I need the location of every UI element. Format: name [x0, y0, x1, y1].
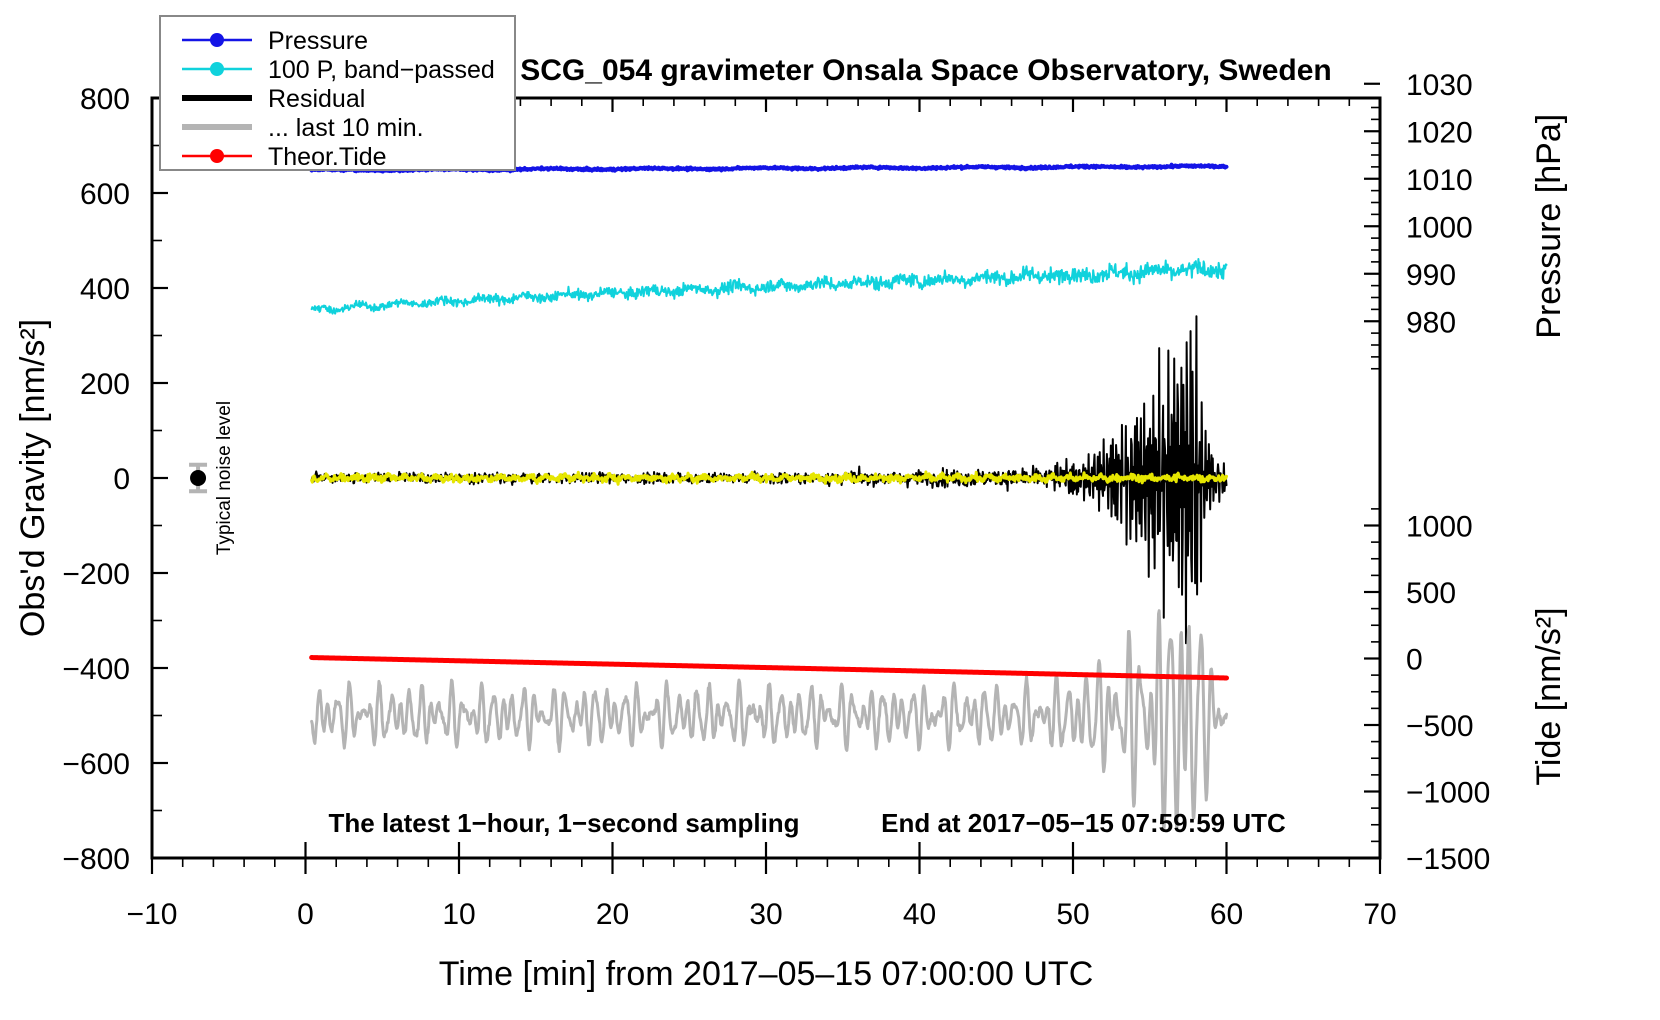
legend-item[interactable]: Pressure	[182, 27, 368, 55]
x-tick-label: 60	[1210, 898, 1243, 931]
x-tick-label: 0	[297, 898, 314, 931]
pressure-tick-label: 1030	[1406, 69, 1473, 102]
legend-swatch-marker	[210, 149, 224, 163]
tide-tick-label: −1500	[1406, 843, 1490, 876]
pressure-tick-label: 1010	[1406, 164, 1473, 197]
x-tick-label: 20	[596, 898, 629, 931]
tide-tick-label: −500	[1406, 710, 1474, 743]
noise-level-note: Typical noise level	[214, 401, 235, 555]
y-tick-label: 600	[80, 178, 130, 211]
series-theor-tide	[309, 655, 1229, 681]
legend-item[interactable]: 100 P, band−passed	[182, 56, 495, 84]
pressure-tick-label: 1020	[1406, 116, 1473, 149]
noise-level-dot	[190, 470, 207, 486]
pressure-tick-label: 1000	[1406, 211, 1473, 244]
legend-label: Residual	[268, 85, 365, 113]
x-tick-label: 30	[749, 898, 782, 931]
tide-tick-label: −1000	[1406, 777, 1490, 810]
bottom-left-note: The latest 1−hour, 1−second sampling	[329, 808, 800, 838]
tide-axis-title: Tide [nm/s²]	[1530, 607, 1568, 785]
x-tick-label: 70	[1363, 898, 1396, 931]
x-axis-title: Time [min] from 2017–05–15 07:00:00 UTC	[439, 955, 1094, 993]
y-tick-label: 0	[113, 463, 130, 496]
pressure-tick-label: 980	[1406, 306, 1456, 339]
legend-item[interactable]: Theor.Tide	[182, 143, 387, 171]
legend-box	[159, 15, 516, 171]
pressure-tick-label: 990	[1406, 259, 1456, 292]
tide-tick-label: 500	[1406, 577, 1456, 610]
x-tick-label: 50	[1056, 898, 1089, 931]
series-band-passed	[310, 258, 1228, 315]
legend-swatch-marker	[210, 62, 224, 76]
legend-swatch-marker	[210, 33, 224, 47]
series-tide-overlay	[310, 470, 1228, 486]
y-tick-label: −600	[62, 748, 130, 781]
legend-label: Pressure	[268, 27, 368, 55]
y-tick-label: −800	[62, 843, 130, 876]
pressure-axis-title: Pressure [hPa]	[1530, 114, 1568, 339]
y-tick-label: 200	[80, 368, 130, 401]
legend-item[interactable]: Residual	[182, 85, 365, 113]
x-tick-label: 40	[903, 898, 936, 931]
legend-label: ... last 10 min.	[268, 114, 424, 142]
chart-title: SCG_054 gravimeter Onsala Space Observat…	[520, 54, 1332, 87]
tide-tick-label: 0	[1406, 644, 1423, 677]
x-tick-label: 10	[442, 898, 475, 931]
y-tick-label: 800	[80, 83, 130, 116]
y-tick-label: 400	[80, 273, 130, 306]
series-last-10-min	[310, 609, 1228, 832]
legend-label: Theor.Tide	[268, 143, 387, 171]
legend-label: 100 P, band−passed	[268, 56, 495, 84]
y-axis-title: Obs'd Gravity [nm/s²]	[14, 319, 52, 637]
bottom-right-note: End at 2017−05−15 07:59:59 UTC	[881, 808, 1286, 838]
legend-item[interactable]: ... last 10 min.	[182, 114, 424, 142]
y-tick-label: −400	[62, 653, 130, 686]
tide-tick-label: 1000	[1406, 511, 1473, 544]
y-tick-label: −200	[62, 558, 130, 591]
x-tick-label: −10	[127, 898, 178, 931]
